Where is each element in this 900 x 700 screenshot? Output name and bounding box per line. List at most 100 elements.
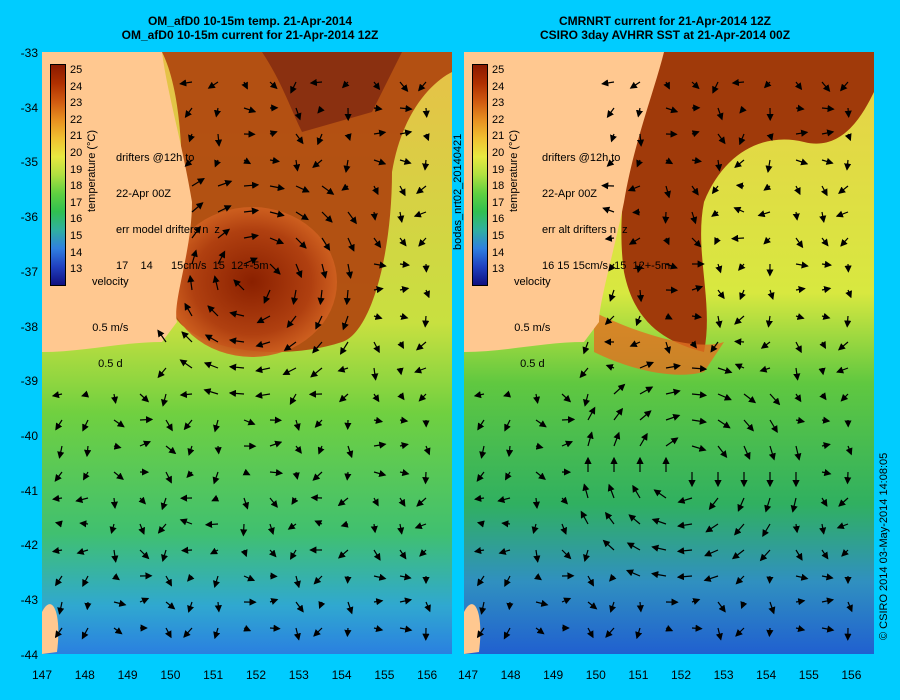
velocity-arrow bbox=[503, 627, 511, 640]
velocity-arrow bbox=[821, 625, 835, 633]
velocity-arrow bbox=[372, 497, 379, 507]
velocity-arrow bbox=[733, 206, 745, 214]
velocity-arrow bbox=[312, 341, 323, 354]
velocity-arrow bbox=[473, 391, 485, 399]
velocity-arrow bbox=[715, 263, 723, 274]
velocity-arrow bbox=[795, 104, 805, 112]
velocity-arrow bbox=[738, 133, 746, 146]
velocity-arrow bbox=[639, 386, 654, 395]
velocity-arrow bbox=[821, 469, 832, 477]
velocity-arrow bbox=[691, 185, 699, 196]
tasmania-coast bbox=[464, 604, 481, 654]
velocity-arrow bbox=[292, 471, 300, 480]
velocity-arrow bbox=[373, 129, 387, 137]
velocity-arrow bbox=[269, 440, 283, 448]
velocity-arrow bbox=[211, 494, 220, 502]
velocity-arrow bbox=[586, 431, 594, 447]
y-tick-label: -35 bbox=[20, 155, 38, 170]
velocity-arrow bbox=[269, 263, 281, 275]
drifters-line-1: drifters @12h to bbox=[542, 152, 621, 164]
velocity-arrow bbox=[792, 211, 800, 221]
velocity-arrow bbox=[710, 341, 719, 353]
speed-label: 0.5 m/s bbox=[92, 322, 129, 334]
velocity-arrow bbox=[57, 601, 65, 615]
velocity-arrow bbox=[501, 520, 511, 528]
velocity-arrow bbox=[846, 601, 853, 613]
velocity-arrow bbox=[743, 419, 754, 432]
velocity-arrow bbox=[399, 81, 409, 93]
velocity-arrow bbox=[477, 419, 485, 431]
velocity-arrow bbox=[606, 159, 615, 167]
velocity-arrow bbox=[243, 157, 252, 165]
values-line: 16 15 15cm/s 15 12+-5m bbox=[542, 260, 671, 272]
velocity-arrow bbox=[294, 107, 302, 121]
velocity-arrow bbox=[422, 159, 430, 171]
velocity-vectors bbox=[473, 78, 853, 641]
velocity-arrow bbox=[263, 289, 271, 304]
velocity-arrow bbox=[191, 225, 202, 239]
velocity-arrow bbox=[295, 237, 307, 249]
velocity-arrow bbox=[691, 624, 703, 632]
velocity-arrow bbox=[663, 237, 670, 246]
velocity-arrow bbox=[187, 274, 195, 291]
colorbar-title: temperature (°C) bbox=[508, 129, 520, 212]
velocity-arrow bbox=[714, 237, 721, 246]
velocity-arrow bbox=[821, 312, 831, 320]
velocity-arrow bbox=[795, 261, 809, 269]
velocity-arrow bbox=[343, 289, 351, 306]
velocity-arrow bbox=[113, 627, 123, 635]
velocity-arrow bbox=[181, 546, 193, 554]
velocity-arrow bbox=[203, 388, 219, 396]
velocity-arrow bbox=[711, 185, 720, 195]
velocity-arrow bbox=[794, 185, 801, 196]
velocity-arrow bbox=[474, 494, 485, 502]
velocity-arrow bbox=[399, 625, 413, 633]
x-tick-label: 147 bbox=[457, 668, 479, 682]
velocity-arrow bbox=[609, 573, 617, 582]
velocity-arrow bbox=[54, 520, 63, 528]
velocity-arrow bbox=[422, 133, 430, 142]
velocity-arrow bbox=[731, 78, 745, 87]
velocity-arrow bbox=[676, 573, 693, 581]
velocity-arrow bbox=[717, 601, 726, 613]
velocity-arrow bbox=[665, 437, 679, 447]
velocity-arrow bbox=[580, 510, 589, 525]
velocity-arrow bbox=[715, 315, 723, 329]
velocity-arrow bbox=[398, 185, 406, 197]
velocity-arrow bbox=[397, 341, 404, 350]
velocity-arrow bbox=[821, 573, 834, 581]
velocity-arrow bbox=[164, 627, 172, 639]
velocity-arrow bbox=[313, 627, 323, 637]
velocity-arrow bbox=[818, 367, 826, 376]
values-line: 17 14 15cm/s 15 12+-5m bbox=[116, 260, 269, 272]
x-tick-label: 156 bbox=[417, 668, 438, 682]
velocity-arrow bbox=[767, 289, 775, 300]
velocity-arrow bbox=[321, 237, 331, 251]
velocity-arrow bbox=[639, 361, 655, 369]
velocity-arrow bbox=[295, 133, 304, 145]
velocity-arrow bbox=[373, 286, 384, 294]
velocity-arrow bbox=[795, 341, 802, 354]
velocity-arrow bbox=[341, 80, 350, 89]
velocity-arrow bbox=[664, 185, 671, 199]
velocity-arrow bbox=[628, 514, 641, 525]
velocity-arrow bbox=[138, 523, 146, 535]
velocity-arrow bbox=[629, 81, 641, 89]
velocity-arrow bbox=[691, 81, 700, 90]
velocity-arrow bbox=[289, 549, 297, 560]
warm-core-eddy bbox=[167, 207, 337, 357]
velocity-arrow bbox=[204, 520, 219, 528]
x-tick-label: 153 bbox=[713, 668, 734, 682]
velocity-arrow bbox=[293, 627, 301, 641]
velocity-arrow bbox=[737, 497, 745, 512]
velocity-arrow bbox=[416, 497, 427, 507]
velocity-arrow bbox=[255, 391, 271, 399]
velocity-arrow bbox=[295, 211, 309, 221]
velocity-arrow bbox=[651, 571, 667, 579]
velocity-arrow bbox=[344, 133, 352, 142]
velocity-arrow bbox=[587, 575, 594, 587]
velocity-arrow bbox=[157, 329, 167, 343]
velocity-arrow bbox=[214, 445, 222, 455]
velocity-arrow bbox=[204, 334, 219, 343]
velocity-arrow bbox=[213, 107, 222, 118]
